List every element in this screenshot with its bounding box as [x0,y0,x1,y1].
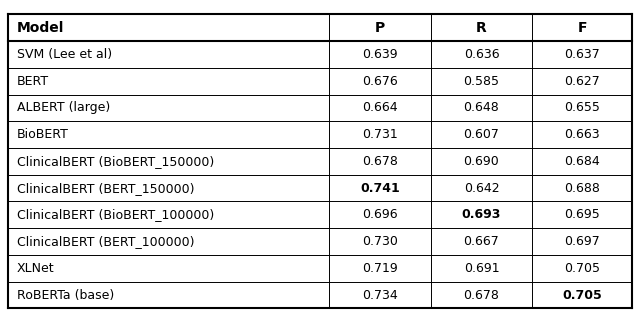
Text: ClinicalBERT (BERT_100000): ClinicalBERT (BERT_100000) [17,235,195,248]
Text: 0.678: 0.678 [463,289,499,301]
Text: 0.627: 0.627 [564,75,600,88]
Text: 0.696: 0.696 [362,208,398,221]
Text: XLNet: XLNet [17,262,54,275]
Text: 0.690: 0.690 [463,155,499,168]
Text: F: F [577,21,587,35]
Text: ClinicalBERT (BioBERT_150000): ClinicalBERT (BioBERT_150000) [17,155,214,168]
Text: 0.663: 0.663 [564,128,600,141]
Text: 0.636: 0.636 [463,48,499,61]
Text: RoBERTa (base): RoBERTa (base) [17,289,115,301]
Text: BERT: BERT [17,75,49,88]
Text: 0.664: 0.664 [362,101,398,114]
Text: 0.734: 0.734 [362,289,398,301]
Text: 0.695: 0.695 [564,208,600,221]
Text: BioBERT: BioBERT [17,128,69,141]
Text: R: R [476,21,487,35]
Text: 0.731: 0.731 [362,128,398,141]
Text: 0.607: 0.607 [463,128,499,141]
Text: 0.676: 0.676 [362,75,398,88]
Text: 0.585: 0.585 [463,75,499,88]
Text: SVM (Lee et al): SVM (Lee et al) [17,48,112,61]
Text: 0.642: 0.642 [463,182,499,195]
Text: 0.648: 0.648 [463,101,499,114]
Text: 0.691: 0.691 [463,262,499,275]
Text: P: P [375,21,385,35]
Text: 0.637: 0.637 [564,48,600,61]
Text: 0.639: 0.639 [362,48,398,61]
Text: 0.678: 0.678 [362,155,398,168]
Text: 0.705: 0.705 [564,262,600,275]
Text: 0.730: 0.730 [362,235,398,248]
Text: 0.719: 0.719 [362,262,398,275]
Text: 0.741: 0.741 [360,182,400,195]
Text: 0.693: 0.693 [462,208,501,221]
Text: ALBERT (large): ALBERT (large) [17,101,110,114]
Text: ClinicalBERT (BioBERT_100000): ClinicalBERT (BioBERT_100000) [17,208,214,221]
Text: 0.688: 0.688 [564,182,600,195]
Text: 0.684: 0.684 [564,155,600,168]
Text: 0.667: 0.667 [463,235,499,248]
Text: Model: Model [17,21,65,35]
Text: 0.705: 0.705 [562,289,602,301]
Text: 0.655: 0.655 [564,101,600,114]
Text: ClinicalBERT (BERT_150000): ClinicalBERT (BERT_150000) [17,182,195,195]
Text: 0.697: 0.697 [564,235,600,248]
